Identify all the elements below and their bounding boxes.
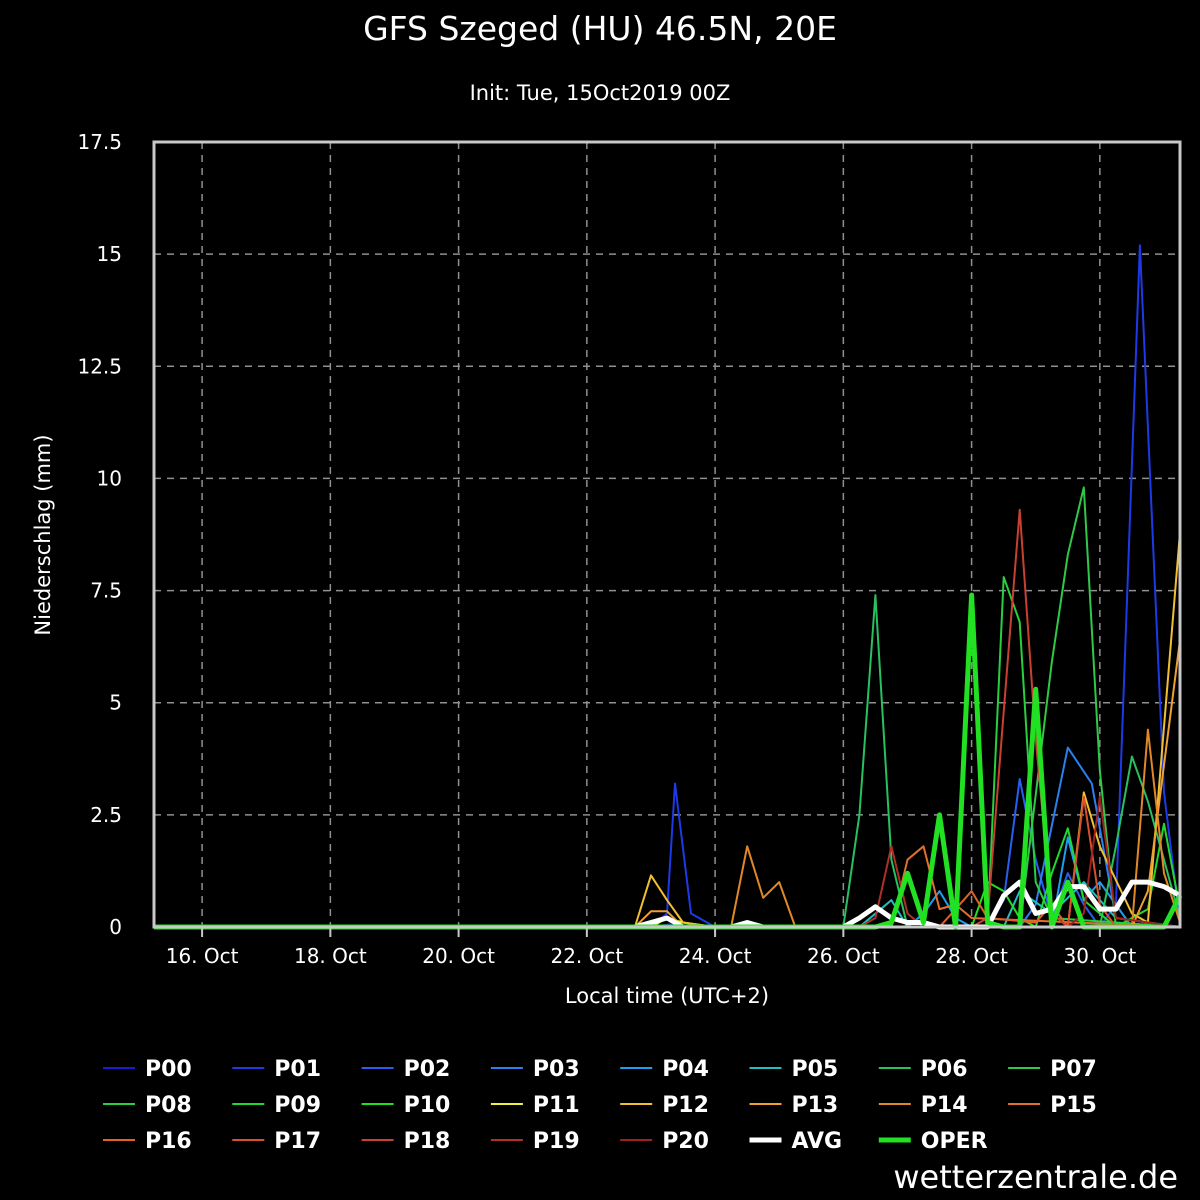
x-tick-label: 30. Oct: [1063, 944, 1136, 968]
legend-label: P10: [404, 1093, 451, 1118]
x-tick-label: 18. Oct: [294, 944, 367, 968]
legend-item-p05[interactable]: P05: [749, 1057, 839, 1082]
legend-label: P08: [145, 1093, 192, 1118]
legend-item-p18[interactable]: P18: [361, 1129, 451, 1154]
legend-label: P17: [274, 1129, 321, 1154]
legend-label: P13: [792, 1093, 839, 1118]
legend-item-p08[interactable]: P08: [103, 1093, 192, 1118]
legend-item-oper[interactable]: OPER: [878, 1129, 988, 1154]
chart-title: GFS Szeged (HU) 46.5N, 20E: [363, 9, 837, 48]
legend-item-p15[interactable]: P15: [1008, 1093, 1097, 1118]
legend-label: P04: [662, 1057, 709, 1082]
series-lines: [154, 244, 1183, 930]
legend: P00 P01 P02 P03 P04 P05 P06 P07 P08 P09 P10 P11 P12 P…: [103, 1057, 1097, 1154]
brand-watermark: wetterzentrale.de: [893, 1158, 1178, 1196]
y-tick-label: 12.5: [77, 354, 122, 378]
y-tick-label: 7.5: [90, 579, 122, 603]
legend-item-p06[interactable]: P06: [878, 1057, 968, 1082]
legend-label: P18: [404, 1129, 451, 1154]
legend-item-p01[interactable]: P01: [232, 1057, 321, 1082]
x-axis-label: Local time (UTC+2): [565, 984, 769, 1008]
x-axis-ticks: 16. Oct 18. Oct 20. Oct 22. Oct 24. Oct 26. O…: [166, 927, 1136, 968]
x-tick-label: 22. Oct: [550, 944, 623, 968]
x-tick-label: 28. Oct: [935, 944, 1008, 968]
chart-subtitle: Init: Tue, 15Oct2019 00Z: [470, 81, 731, 105]
legend-label: P20: [662, 1129, 709, 1154]
x-tick-label: 16. Oct: [166, 944, 239, 968]
legend-label: P06: [921, 1057, 968, 1082]
legend-item-p07[interactable]: P07: [1008, 1057, 1097, 1082]
legend-label: P12: [662, 1093, 709, 1118]
legend-item-p04[interactable]: P04: [620, 1057, 709, 1082]
legend-item-p16[interactable]: P16: [103, 1129, 192, 1154]
legend-label: P14: [921, 1093, 968, 1118]
legend-item-p11[interactable]: P11: [490, 1093, 580, 1118]
x-tick-label: 20. Oct: [422, 944, 495, 968]
legend-label: OPER: [921, 1129, 988, 1154]
legend-item-p14[interactable]: P14: [878, 1093, 968, 1118]
legend-label: P15: [1050, 1093, 1097, 1118]
legend-label: P19: [533, 1129, 580, 1154]
legend-item-p19[interactable]: P19: [490, 1129, 580, 1154]
legend-item-p13[interactable]: P13: [749, 1093, 839, 1118]
series-line-p13: [154, 639, 1181, 928]
legend-item-p09[interactable]: P09: [232, 1093, 321, 1118]
legend-item-avg[interactable]: AVG: [749, 1129, 843, 1154]
plot-frame: [152, 140, 1182, 929]
legend-item-p12[interactable]: P12: [620, 1093, 709, 1118]
series-line-p09: [154, 822, 1181, 928]
x-tick-label: 26. Oct: [807, 944, 880, 968]
series-line-p14: [154, 728, 1181, 928]
y-tick-label: 2.5: [90, 803, 122, 827]
legend-label: P00: [145, 1057, 192, 1082]
legend-item-p20[interactable]: P20: [620, 1129, 709, 1154]
legend-label: P07: [1050, 1057, 1097, 1082]
legend-label: P01: [274, 1057, 321, 1082]
legend-item-p03[interactable]: P03: [490, 1057, 580, 1082]
y-tick-label: 10: [97, 466, 122, 490]
y-axis-ticks: 0 2.5 5 7.5 10 12.5 15 17.5: [77, 130, 122, 939]
legend-label: P16: [145, 1129, 192, 1154]
y-tick-label: 0: [109, 915, 122, 939]
legend-item-p02[interactable]: P02: [361, 1057, 451, 1082]
series-line-p18: [154, 508, 1180, 928]
y-axis-label: Niederschlag (mm): [31, 434, 55, 635]
legend-item-p10[interactable]: P10: [361, 1093, 451, 1118]
legend-item-p17[interactable]: P17: [232, 1129, 321, 1154]
legend-label: AVG: [792, 1129, 843, 1154]
legend-label: P02: [404, 1057, 451, 1082]
legend-label: P03: [533, 1057, 580, 1082]
legend-label: P05: [792, 1057, 839, 1082]
y-tick-label: 15: [97, 242, 122, 266]
legend-item-p00[interactable]: P00: [103, 1057, 192, 1082]
x-tick-label: 24. Oct: [679, 944, 752, 968]
y-tick-label: 5: [109, 691, 122, 715]
legend-label: P11: [533, 1093, 580, 1118]
y-tick-label: 17.5: [77, 130, 122, 154]
legend-label: P09: [274, 1093, 321, 1118]
grid-lines: [154, 142, 1180, 927]
